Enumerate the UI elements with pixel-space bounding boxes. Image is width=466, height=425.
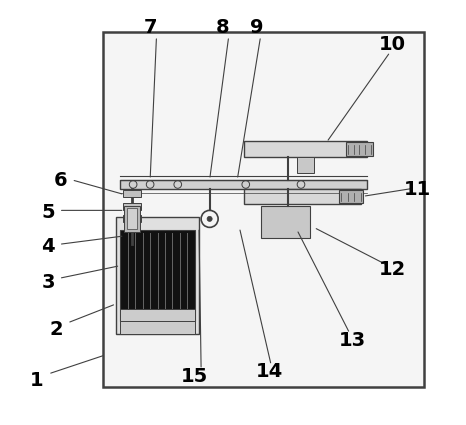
Bar <box>244 141 367 157</box>
Bar <box>346 142 373 156</box>
Bar <box>120 180 367 189</box>
Text: 1: 1 <box>30 371 43 390</box>
Circle shape <box>207 216 212 221</box>
Bar <box>339 190 363 203</box>
Bar <box>116 217 199 334</box>
Text: 2: 2 <box>50 320 63 339</box>
Bar <box>120 319 195 334</box>
Text: 8: 8 <box>216 18 229 37</box>
Bar <box>123 203 141 210</box>
Text: 11: 11 <box>404 180 432 198</box>
Bar <box>124 206 139 232</box>
Bar <box>244 189 361 204</box>
Bar <box>120 309 195 321</box>
Bar <box>123 190 141 197</box>
Text: 14: 14 <box>255 363 283 381</box>
Text: 15: 15 <box>181 367 208 385</box>
Text: 7: 7 <box>144 18 157 37</box>
Bar <box>127 208 137 230</box>
Text: 3: 3 <box>41 273 55 292</box>
Text: 9: 9 <box>250 18 263 37</box>
Text: 10: 10 <box>379 35 406 54</box>
Text: 6: 6 <box>54 171 68 190</box>
Text: 12: 12 <box>379 261 406 279</box>
Bar <box>123 215 141 222</box>
Text: 5: 5 <box>41 203 55 222</box>
Bar <box>297 157 314 173</box>
Bar <box>120 230 195 321</box>
Bar <box>260 206 309 238</box>
Bar <box>103 32 424 387</box>
Text: 4: 4 <box>41 237 55 256</box>
Text: 13: 13 <box>338 331 365 349</box>
